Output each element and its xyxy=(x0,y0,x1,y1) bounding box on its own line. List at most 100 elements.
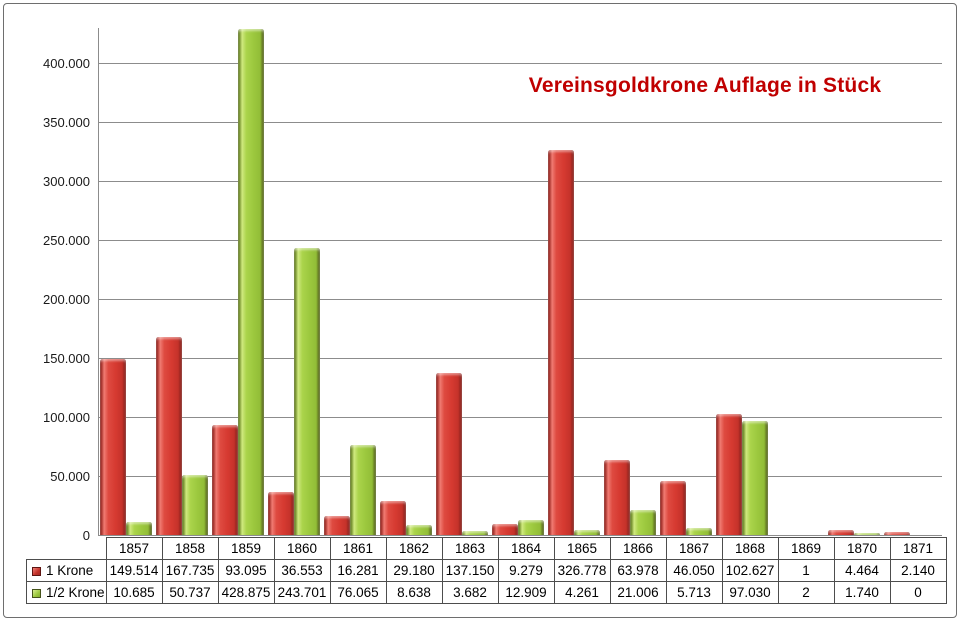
value-half-krone-1857: 10.685 xyxy=(105,581,163,604)
year-header-1857: 1857 xyxy=(105,537,163,560)
value-1-krone-1861: 16.281 xyxy=(329,559,387,582)
bar-half-krone-1859 xyxy=(238,29,264,535)
year-header-1870: 1870 xyxy=(833,537,891,560)
legend-cell-1-krone: 1 Krone xyxy=(26,559,107,582)
y-tick-label: 0 xyxy=(82,528,90,543)
bar-half-krone-1862 xyxy=(406,524,432,535)
legend-key-1-krone-icon xyxy=(32,567,41,576)
bar-half-krone-1865 xyxy=(574,529,600,535)
value-half-krone-1861: 76.065 xyxy=(329,581,387,604)
value-1-krone-1869: 1 xyxy=(777,559,835,582)
y-tick-label: 50.000 xyxy=(50,469,90,485)
grid-line xyxy=(98,358,942,360)
value-half-krone-1870: 1.740 xyxy=(833,581,891,604)
year-header-1859: 1859 xyxy=(217,537,275,560)
value-1-krone-1870: 4.464 xyxy=(833,559,891,582)
value-half-krone-1859: 428.875 xyxy=(217,581,275,604)
table-corner xyxy=(27,538,107,560)
plot-area: 0 50.000 100.000 150.000 200.000 250.000 300.0… xyxy=(4,4,956,617)
grid-line xyxy=(98,299,942,301)
year-header-1860: 1860 xyxy=(273,537,331,560)
value-1-krone-1862: 29.180 xyxy=(385,559,443,582)
y-tick-label: 200.000 xyxy=(43,292,90,308)
year-header-1868: 1868 xyxy=(721,537,779,560)
year-header-1862: 1862 xyxy=(385,537,443,560)
legend-key-half-krone-icon xyxy=(32,589,41,598)
value-1-krone-1858: 167.735 xyxy=(161,559,219,582)
year-header-1867: 1867 xyxy=(665,537,723,560)
legend-label-1-krone: 1 Krone xyxy=(46,563,94,578)
value-1-krone-1863: 137.150 xyxy=(441,559,499,582)
bar-half-krone-1866 xyxy=(630,510,656,535)
bar-1-krone-1859 xyxy=(212,425,238,535)
chart-frame: 0 50.000 100.000 150.000 200.000 250.000 300.0… xyxy=(3,3,957,618)
value-half-krone-1863: 3.682 xyxy=(441,581,499,604)
value-half-krone-1867: 5.713 xyxy=(665,581,723,604)
year-header-1863: 1863 xyxy=(441,537,499,560)
value-half-krone-1865: 4.261 xyxy=(553,581,611,604)
value-half-krone-1860: 243.701 xyxy=(273,581,331,604)
value-half-krone-1866: 21.006 xyxy=(609,581,667,604)
value-1-krone-1859: 93.095 xyxy=(217,559,275,582)
y-tick-label: 350.000 xyxy=(43,115,90,131)
bar-1-krone-1871 xyxy=(884,532,910,535)
value-1-krone-1860: 36.553 xyxy=(273,559,331,582)
bar-half-krone-1863 xyxy=(462,530,488,535)
chart-title: Vereinsgoldkrone Auflage in Stück xyxy=(528,74,882,97)
y-axis-line xyxy=(98,28,99,536)
year-header-1858: 1858 xyxy=(161,537,219,560)
legend-cell-half-krone: 1/2 Krone xyxy=(26,581,107,604)
value-half-krone-1868: 97.030 xyxy=(721,581,779,604)
y-tick-label: 150.000 xyxy=(43,351,90,367)
y-tick-label: 300.000 xyxy=(43,174,90,190)
bar-1-krone-1860 xyxy=(268,491,294,535)
value-half-krone-1871: 0 xyxy=(889,581,947,604)
value-1-krone-1868: 102.627 xyxy=(721,559,779,582)
bar-1-krone-1862 xyxy=(380,500,406,535)
data-table: 1857 1858 1859 1860 1861 1862 1863 1864 1865 1866… xyxy=(26,537,947,604)
bar-half-krone-1861 xyxy=(350,445,376,535)
year-header-1864: 1864 xyxy=(497,537,555,560)
bar-1-krone-1866 xyxy=(604,459,630,535)
grid-line xyxy=(98,417,942,419)
value-half-krone-1869: 2 xyxy=(777,581,835,604)
value-1-krone-1867: 46.050 xyxy=(665,559,723,582)
bar-1-krone-1863 xyxy=(436,373,462,535)
table-row-half-krone: 1/2 Krone 10.685 50.737 428.875 243.701 76.06… xyxy=(26,581,947,604)
y-tick-label: 400.000 xyxy=(43,56,90,72)
year-header-1869: 1869 xyxy=(777,537,835,560)
grid-line xyxy=(98,240,942,242)
bar-half-krone-1870 xyxy=(854,532,880,535)
bar-half-krone-1864 xyxy=(518,519,544,535)
grid-line xyxy=(98,122,942,124)
value-1-krone-1865: 326.778 xyxy=(553,559,611,582)
year-header-1866: 1866 xyxy=(609,537,667,560)
legend-label-half-krone: 1/2 Krone xyxy=(46,585,105,600)
bar-half-krone-1857 xyxy=(126,522,152,535)
bar-1-krone-1870 xyxy=(828,529,854,535)
grid-line xyxy=(98,535,942,536)
bar-half-krone-1860 xyxy=(294,247,320,535)
bar-1-krone-1867 xyxy=(660,480,686,535)
bar-half-krone-1858 xyxy=(182,475,208,535)
bar-1-krone-1861 xyxy=(324,515,350,535)
year-header-1865: 1865 xyxy=(553,537,611,560)
table-header-row: 1857 1858 1859 1860 1861 1862 1863 1864 1865 1866… xyxy=(27,537,947,560)
bar-half-krone-1868 xyxy=(742,420,768,535)
value-1-krone-1871: 2.140 xyxy=(889,559,947,582)
table-row-1-krone: 1 Krone 149.514 167.735 93.095 36.553 16.281 2… xyxy=(26,559,947,582)
grid-line xyxy=(98,63,942,65)
bar-half-krone-1867 xyxy=(686,528,712,535)
value-1-krone-1864: 9.279 xyxy=(497,559,555,582)
year-header-1871: 1871 xyxy=(889,537,947,560)
grid-line xyxy=(98,181,942,183)
bar-1-krone-1865 xyxy=(548,149,574,535)
bar-1-krone-1864 xyxy=(492,524,518,535)
y-tick-label: 250.000 xyxy=(43,233,90,249)
value-half-krone-1862: 8.638 xyxy=(385,581,443,604)
value-1-krone-1866: 63.978 xyxy=(609,559,667,582)
grid-line xyxy=(98,476,942,478)
bar-1-krone-1858 xyxy=(156,337,182,535)
value-half-krone-1864: 12.909 xyxy=(497,581,555,604)
year-header-1861: 1861 xyxy=(329,537,387,560)
